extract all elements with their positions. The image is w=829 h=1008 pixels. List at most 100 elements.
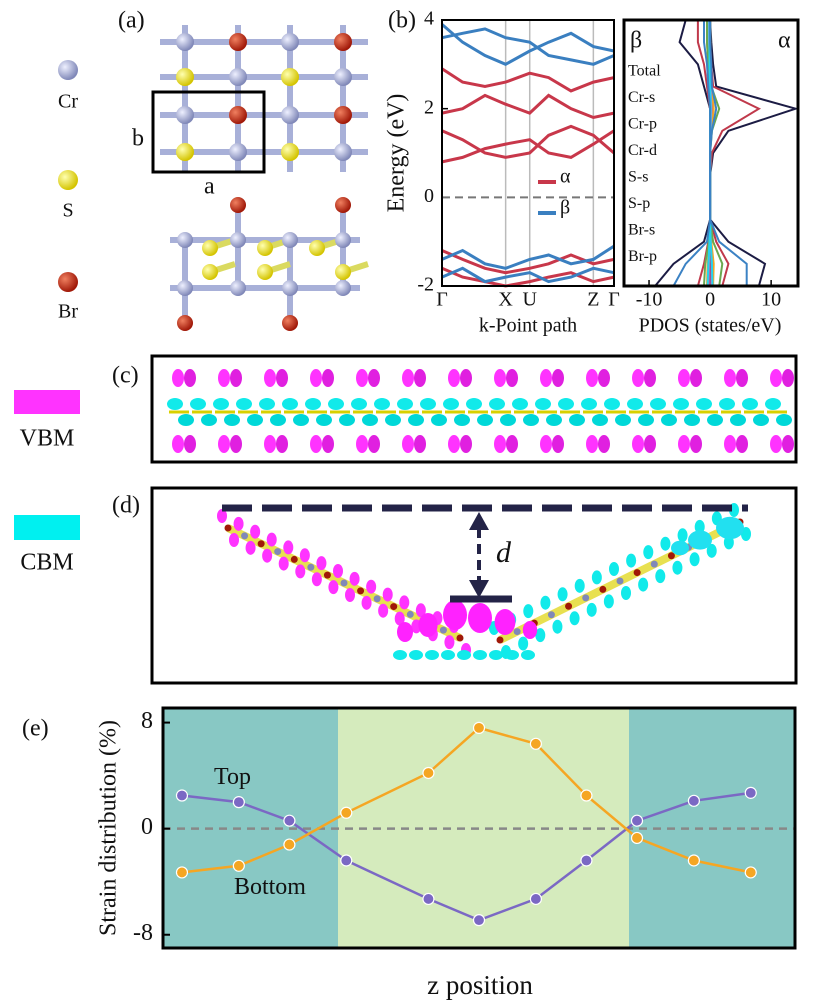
orbital — [262, 548, 273, 563]
atom — [202, 264, 218, 280]
strain-point — [687, 794, 700, 807]
orbital — [259, 398, 275, 410]
orbital — [218, 435, 230, 453]
orbital — [609, 562, 619, 576]
orbital — [716, 516, 744, 540]
orbital — [425, 650, 439, 660]
x-axis-label: z position — [427, 970, 533, 1000]
band — [441, 93, 615, 120]
orbital — [213, 398, 229, 410]
x-tick-label: -10 — [636, 289, 663, 311]
orbital — [782, 435, 794, 453]
band — [441, 27, 615, 66]
orbital — [638, 414, 654, 426]
orbital — [394, 611, 405, 626]
strain-point — [340, 806, 353, 819]
strain-point — [175, 789, 189, 802]
atom — [229, 33, 247, 51]
orbital — [655, 569, 666, 584]
legend-swatch — [14, 390, 80, 414]
atom — [406, 610, 414, 618]
orbital — [569, 611, 580, 626]
orbital — [448, 435, 460, 453]
orbital — [546, 414, 562, 426]
atom — [650, 560, 658, 568]
atom — [565, 602, 573, 610]
orbital — [305, 398, 321, 410]
orbital — [742, 398, 758, 410]
orbital — [409, 650, 423, 660]
orbital — [172, 435, 184, 453]
strain-point — [175, 866, 189, 879]
legend-label: Cr-p — [628, 116, 657, 133]
orbital — [443, 600, 467, 630]
atom — [281, 143, 299, 161]
orbital — [494, 435, 506, 453]
orbital — [356, 369, 368, 387]
orbital — [770, 435, 782, 453]
orbital — [245, 540, 256, 555]
y-tick-label: -2 — [417, 274, 434, 296]
orbital — [650, 398, 666, 410]
atom — [335, 264, 351, 280]
atom — [224, 524, 232, 532]
atom — [230, 280, 246, 296]
band — [441, 266, 615, 288]
spin-label: α — [778, 28, 791, 54]
orbital — [310, 435, 322, 453]
band — [441, 23, 615, 66]
orbital — [644, 369, 656, 387]
orbital — [351, 398, 367, 410]
orbital — [382, 587, 393, 602]
orbital — [378, 603, 389, 618]
orbital — [224, 414, 240, 426]
legend-label: Total — [628, 63, 661, 80]
atom — [230, 232, 246, 248]
atom — [281, 33, 299, 51]
spin-label: β — [630, 28, 642, 54]
orbital — [270, 414, 286, 426]
orbital — [506, 435, 518, 453]
atom — [667, 552, 675, 560]
atom — [340, 579, 348, 587]
orbital — [466, 398, 482, 410]
y-tick-label: 0 — [424, 185, 434, 207]
orbital — [229, 533, 239, 547]
orbital — [523, 604, 534, 619]
orbital — [218, 369, 230, 387]
orbital — [316, 414, 332, 426]
atom — [373, 595, 381, 603]
atom — [176, 33, 194, 51]
orbital — [660, 536, 671, 551]
orbital — [328, 398, 344, 410]
strain-point — [630, 814, 644, 827]
orbital — [230, 435, 242, 453]
orbital — [678, 369, 690, 387]
orbital — [393, 650, 407, 660]
orbital — [638, 577, 649, 592]
orbital — [586, 602, 597, 617]
atom — [229, 143, 247, 161]
orbital — [522, 621, 538, 639]
panel-frame — [150, 486, 798, 685]
orbital — [696, 398, 712, 410]
panel-label: (a) — [118, 8, 145, 34]
orbital — [604, 398, 620, 410]
orbital — [399, 595, 410, 610]
atom — [599, 585, 607, 593]
structure-drawings — [151, 25, 794, 660]
strain-point — [630, 831, 644, 845]
strain-point — [232, 859, 245, 872]
orbital — [414, 435, 426, 453]
orbital — [598, 369, 610, 387]
orbital — [477, 414, 493, 426]
strain-point — [472, 721, 486, 734]
orbital — [506, 369, 518, 387]
strain-point — [422, 892, 435, 906]
orbital — [736, 435, 748, 453]
orbital — [333, 564, 343, 578]
orbital — [276, 369, 288, 387]
atom-label: Cr — [58, 91, 78, 113]
atom — [335, 280, 351, 296]
